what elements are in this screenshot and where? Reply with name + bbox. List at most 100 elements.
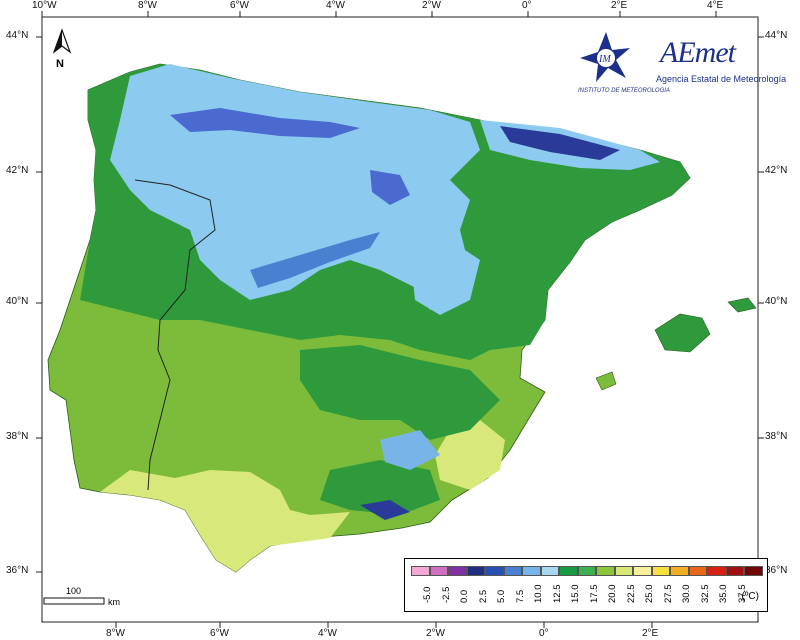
legend-swatch <box>633 566 652 576</box>
legend-label: 7.5 <box>513 579 532 607</box>
central-system <box>250 232 380 288</box>
lon-label-top-8w: 8°W <box>138 0 157 11</box>
legend-swatch <box>411 566 430 576</box>
scale-value: 100 <box>66 586 82 596</box>
legend-label: 30.0 <box>679 579 698 607</box>
aemet-logo-subtitle: Agencia Estatal de Meteorología <box>656 74 787 84</box>
mid-green-betic <box>320 460 440 515</box>
legend-swatch <box>614 566 633 576</box>
svg-text:IM: IM <box>598 54 611 65</box>
lat-label-left-38n: 38°N <box>6 431 29 442</box>
legend-swatch <box>651 566 670 576</box>
north-label: N <box>56 58 64 70</box>
legend-label-text: 2.5 <box>477 589 489 603</box>
lon-label-bottom-2w: 2°W <box>426 628 445 639</box>
lat-label-left-40n: 40°N <box>6 296 29 307</box>
legend-label-text: 17.5 <box>588 584 600 604</box>
ibiza <box>595 371 617 391</box>
legend-label: 25.0 <box>642 579 661 607</box>
lon-label-top-2w: 2°W <box>422 0 441 11</box>
legend-label-text: 25.0 <box>644 584 655 604</box>
legend-label: -5.0 <box>420 579 439 607</box>
legend-label-text: 32.5 <box>699 584 711 604</box>
legend-label: 32.5 <box>698 579 717 607</box>
lon-label-bottom-2e: 2°E <box>642 628 659 639</box>
mallorca <box>654 313 711 353</box>
hot-zone-ebro <box>435 420 505 490</box>
lat-label-right-36n: 36°N <box>765 565 788 576</box>
lon-label-top-4e: 4°E <box>707 0 724 11</box>
im-logo-icon: IM <box>580 32 630 82</box>
iberian-peaks <box>370 170 410 205</box>
lon-label-bottom-8w: 8°W <box>106 628 125 639</box>
lat-label-left-44n: 44°N <box>6 30 29 41</box>
legend-label: 15.0 <box>568 579 587 607</box>
legend-label: 17.5 <box>587 579 606 607</box>
legend-label-text: -5.0 <box>422 586 433 603</box>
lat-label-right-44n: 44°N <box>765 30 788 41</box>
legend-label: 0.0 <box>457 579 476 607</box>
legend-label: -2.5 <box>439 579 458 607</box>
lon-label-top-6w: 6°W <box>230 0 249 11</box>
sierra-nevada <box>360 500 410 520</box>
legend-label-text: 12.5 <box>551 584 563 604</box>
cantabrian-mountains <box>170 108 360 138</box>
legend-swatch <box>670 566 689 576</box>
legend-label: 10.0 <box>531 579 550 607</box>
legend-label: 27.5 <box>661 579 680 607</box>
lat-label-right-42n: 42°N <box>765 165 788 176</box>
legend-swatch <box>725 566 744 576</box>
tick-marks <box>36 11 764 628</box>
aemet-logo-title: AEmet <box>660 36 736 69</box>
legend-swatches <box>411 566 763 576</box>
scale-bar <box>43 597 105 605</box>
legend-swatch <box>466 566 485 576</box>
legend-swatch <box>577 566 596 576</box>
lat-label-left-36n: 36°N <box>6 565 29 576</box>
lon-label-bottom-0: 0° <box>539 628 549 639</box>
legend-label-text: 30.0 <box>681 584 692 604</box>
lon-label-top-4w: 4°W <box>326 0 345 11</box>
legend-label: 35.0 <box>716 579 735 607</box>
legend-label: 20.0 <box>605 579 624 607</box>
legend-swatch <box>485 566 504 576</box>
legend-labels: -5.0 -2.5 0.0 2.5 5.0 7.5 10.0 12.5 15.0 17.5 20.0… <box>411 579 753 607</box>
betic-blue <box>380 430 440 470</box>
im-logo-text: INSTITUTO DE METEOROLOGIA <box>578 88 670 94</box>
legend-swatch <box>559 566 578 576</box>
lat-label-right-40n: 40°N <box>765 296 788 307</box>
legend-swatch <box>429 566 448 576</box>
hot-zone-south <box>100 470 350 572</box>
lat-label-left-42n: 42°N <box>6 165 29 176</box>
legend-label: 12.5 <box>550 579 569 607</box>
legend-label-text: -2.5 <box>440 586 452 603</box>
legend-swatch <box>540 566 559 576</box>
legend-label-text: 0.0 <box>459 589 470 603</box>
mid-green-south-mountains <box>300 345 500 440</box>
legend-label-text: 22.5 <box>625 584 637 604</box>
legend-label-text: 10.0 <box>533 584 544 604</box>
legend-swatch <box>688 566 707 576</box>
lon-label-top-10w: 10°W <box>32 0 57 11</box>
lon-label-bottom-6w: 6°W <box>210 628 229 639</box>
temperature-legend: -5.0 -2.5 0.0 2.5 5.0 7.5 10.0 12.5 15.0 17.5 20.0… <box>404 558 768 612</box>
legend-swatch <box>596 566 615 576</box>
lon-label-top-0: 0° <box>522 0 532 11</box>
legend-unit: (ºC) <box>741 591 759 602</box>
lon-label-bottom-4w: 4°W <box>318 628 337 639</box>
legend-swatch <box>448 566 467 576</box>
scale-unit: km <box>108 597 120 607</box>
legend-label-text: 20.0 <box>607 584 618 604</box>
plateau-iberian-system <box>410 240 480 315</box>
portugal-border <box>134 179 216 491</box>
lat-label-right-38n: 38°N <box>765 431 788 442</box>
legend-swatch <box>522 566 541 576</box>
legend-swatch <box>503 566 522 576</box>
legend-label-text: 15.0 <box>570 584 581 604</box>
legend-label-text: 7.5 <box>514 589 526 603</box>
pyrenees-peaks <box>500 126 620 160</box>
north-arrow-icon <box>52 28 72 54</box>
lon-label-top-2e: 2°E <box>611 0 628 11</box>
menorca <box>727 297 757 313</box>
